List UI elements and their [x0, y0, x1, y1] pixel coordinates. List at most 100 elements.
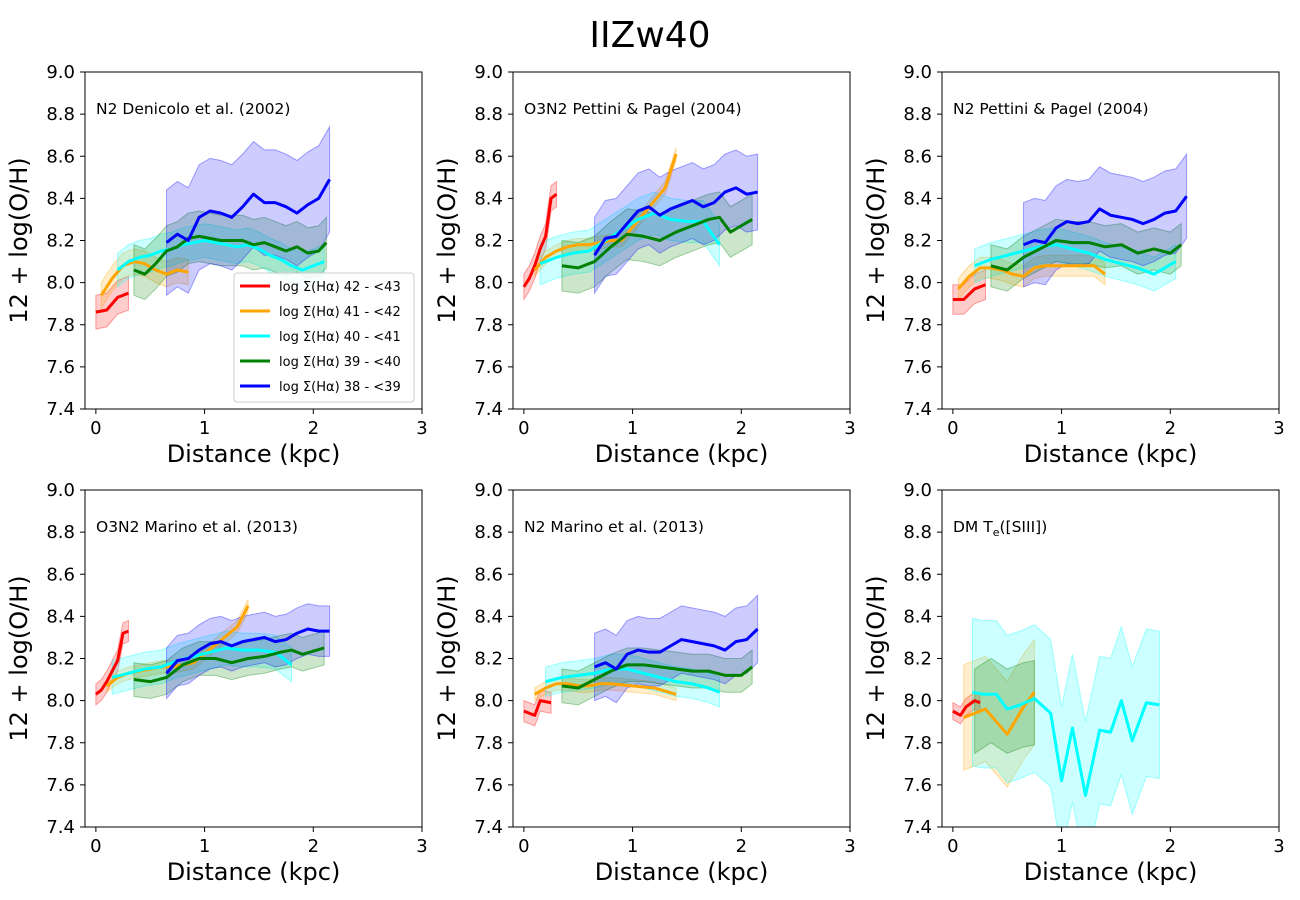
y-tick-label: 8.8	[903, 104, 932, 125]
x-tick-label: 0	[90, 836, 101, 857]
x-tick-label: 1	[627, 836, 638, 857]
y-tick-label: 9.0	[46, 480, 75, 501]
panel-label: N2 Pettini & Pagel (2004)	[953, 100, 1149, 118]
y-tick-label: 8.0	[474, 691, 503, 712]
y-tick-label: 8.8	[474, 522, 503, 543]
y-axis-label: 12 + log(O/H)	[862, 157, 890, 323]
y-tick-label: 8.8	[46, 522, 75, 543]
series-line-b42	[522, 192, 558, 288]
y-tick-label: 9.0	[46, 62, 75, 83]
panel-label: O3N2 Pettini & Pagel (2004)	[524, 100, 742, 118]
band-b39	[561, 191, 753, 294]
plot-area	[952, 617, 1160, 827]
series-line-b42	[952, 699, 981, 717]
y-tick-label: 9.0	[474, 480, 503, 501]
series-line-b40	[116, 239, 325, 272]
band-b39	[133, 210, 327, 301]
y-axis-label: 12 + log(O/H)	[433, 157, 461, 323]
y-tick-label: 7.4	[903, 399, 932, 420]
y-tick-label: 8.4	[903, 188, 932, 209]
y-tick-label: 7.8	[46, 733, 75, 754]
series-line-b39	[990, 239, 1183, 272]
y-tick-label: 7.6	[46, 357, 75, 378]
y-tick-label: 8.4	[46, 188, 75, 209]
x-axis-label: Distance (kpc)	[1024, 858, 1198, 886]
series-line-b42	[94, 629, 130, 696]
y-tick-label: 9.0	[474, 62, 503, 83]
y-axis-label: 12 + log(O/H)	[433, 575, 461, 741]
y-tick-label: 8.6	[903, 146, 932, 167]
x-tick-label: 1	[199, 836, 210, 857]
legend: log Σ(Hα) 42 - <43 log Σ(Hα) 41 - <42 log …	[233, 272, 415, 403]
panel-4: 7.4 7.6 7.8 8.0 8.2 8.4 8.6 8.8 9.0 0 1 2 3 Distance …	[5, 480, 428, 886]
y-tick-label: 7.4	[46, 399, 75, 420]
y-tick-label: 8.2	[903, 649, 932, 670]
band-b42	[952, 269, 986, 315]
x-tick-label: 0	[518, 836, 529, 857]
plot-area	[94, 599, 331, 706]
y-tick-label: 8.8	[903, 522, 932, 543]
legend-label: log Σ(Hα) 38 - <39	[279, 380, 401, 395]
series-line-b39	[561, 215, 753, 270]
series-line-b39	[561, 663, 754, 690]
legend-label: log Σ(Hα) 39 - <40	[279, 355, 401, 370]
x-tick-label: 1	[1056, 836, 1067, 857]
x-tick-label: 3	[844, 418, 855, 439]
band-b40	[539, 191, 721, 286]
y-tick-label: 9.0	[903, 480, 932, 501]
series-line-b40	[539, 211, 721, 266]
y-tick-label: 7.8	[474, 315, 503, 336]
x-tick-label: 2	[736, 836, 747, 857]
x-tick-label: 0	[90, 418, 101, 439]
series-line-b40	[974, 243, 1177, 276]
x-tick-label: 3	[1273, 836, 1284, 857]
y-tick-label: 8.2	[903, 231, 932, 252]
y-tick-label: 8.0	[903, 273, 932, 294]
band-b40	[971, 617, 1160, 827]
panel-5: 7.4 7.6 7.8 8.0 8.2 8.4 8.6 8.8 9.0 0 1 2 3 Distance …	[433, 480, 856, 886]
y-axis-label: 12 + log(O/H)	[5, 157, 33, 323]
y-tick-label: 8.0	[46, 691, 75, 712]
series-line-b41	[957, 264, 1106, 290]
series-line-b42	[95, 291, 130, 314]
x-tick-label: 2	[1165, 418, 1176, 439]
y-tick-label: 8.2	[474, 649, 503, 670]
y-tick-label: 7.4	[474, 399, 503, 420]
y-tick-label: 7.6	[46, 775, 75, 796]
band-b38	[166, 124, 331, 297]
y-tick-label: 7.8	[474, 733, 503, 754]
series-line-b39	[133, 646, 325, 684]
band-b39	[133, 630, 325, 700]
y-tick-label: 8.6	[474, 146, 503, 167]
y-tick-label: 8.6	[903, 564, 932, 585]
x-axis-label: Distance (kpc)	[167, 440, 341, 468]
panel-1: 7.4 7.6 7.8 8.0 8.2 8.4 8.6 8.8 9.0 0 1 2 3 Distance …	[5, 62, 428, 468]
y-tick-label: 8.6	[474, 564, 503, 585]
series-line-b41	[100, 260, 189, 297]
x-tick-label: 2	[308, 836, 319, 857]
series-line-b38	[165, 627, 330, 675]
y-tick-label: 8.0	[46, 273, 75, 294]
legend-label: log Σ(Hα) 41 - <42	[279, 305, 401, 320]
panel-label: O3N2 Marino et al. (2013)	[96, 518, 298, 536]
panels: 7.4 7.6 7.8 8.0 8.2 8.4 8.6 8.8 9.0 0 1 2 3 Distance …	[5, 62, 1285, 886]
y-tick-label: 7.6	[903, 357, 932, 378]
series-line-b38	[593, 627, 759, 671]
panel-label: N2 Denicolo et al. (2002)	[96, 100, 290, 118]
y-tick-label: 8.0	[903, 691, 932, 712]
y-tick-label: 9.0	[903, 62, 932, 83]
y-tick-label: 8.6	[46, 146, 75, 167]
x-tick-label: 0	[518, 418, 529, 439]
plot-area	[952, 152, 1188, 315]
x-axis-label: Distance (kpc)	[595, 858, 769, 886]
legend-label: log Σ(Hα) 40 - <41	[279, 330, 401, 345]
series-line-b42	[952, 283, 987, 301]
y-tick-label: 8.6	[46, 564, 75, 585]
y-tick-label: 8.4	[474, 606, 503, 627]
x-axis-label: Distance (kpc)	[595, 440, 769, 468]
y-tick-label: 8.2	[474, 231, 503, 252]
band-b41	[100, 248, 189, 310]
y-tick-label: 7.6	[903, 775, 932, 796]
x-tick-label: 1	[1056, 418, 1067, 439]
